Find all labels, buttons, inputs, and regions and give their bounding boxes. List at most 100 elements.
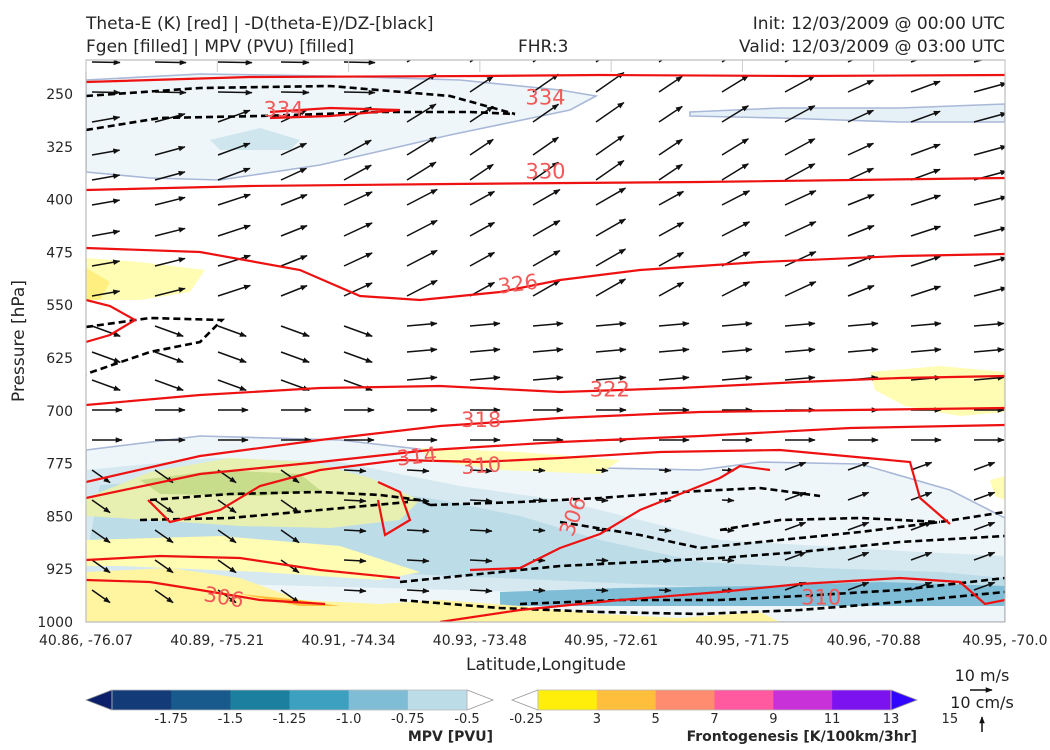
dthetae-contour-low-4 xyxy=(559,510,1005,550)
wind-vector xyxy=(721,163,749,181)
wind-vector xyxy=(343,164,372,181)
colorbar-segment xyxy=(230,690,290,710)
colorbar-extend-left xyxy=(84,689,113,711)
y-tick-label: 325 xyxy=(46,140,73,156)
wind-vector xyxy=(154,89,187,96)
colorbar-fgen-label: Frontogenesis [K/100km/3hr] xyxy=(687,729,917,745)
wind-vector xyxy=(91,148,121,156)
wind-vector xyxy=(217,193,251,206)
wind-vector xyxy=(847,142,875,156)
wind-vector xyxy=(721,497,735,504)
wind-vector xyxy=(280,469,300,484)
colorbar-frame xyxy=(111,689,468,711)
wind-vector xyxy=(595,278,627,297)
wind-vector xyxy=(595,467,609,474)
wind-vector xyxy=(532,279,561,297)
dthetae-contour-upper-1 xyxy=(86,84,516,116)
colorbar-mpv: -1.75 -1.5 -1.25 -1.0 -0.75 -0.5 -0.25 xyxy=(84,689,543,727)
wind-vector xyxy=(343,60,376,66)
wind-vector xyxy=(532,321,564,327)
wind-vector xyxy=(595,159,625,181)
wind-vector xyxy=(217,351,247,363)
wind-vector xyxy=(217,529,237,544)
colorbar-segment xyxy=(289,690,350,710)
colorbar-segment xyxy=(538,690,598,710)
wind-vector xyxy=(469,321,501,327)
wind-vector xyxy=(154,529,174,544)
wind-vector xyxy=(343,527,367,534)
wind-vector xyxy=(91,259,121,267)
colorbar-segment xyxy=(714,690,774,710)
x-axis-label: Latitude,Longitude xyxy=(466,655,626,675)
wind-vector xyxy=(343,497,367,504)
y-tick-label: 550 xyxy=(46,298,73,314)
wind-vector xyxy=(847,224,875,237)
wind-vector xyxy=(910,461,933,471)
wind-vector xyxy=(469,497,493,504)
wind-vector xyxy=(973,145,1005,156)
wind-vector xyxy=(658,467,672,474)
wind-vector xyxy=(343,191,373,206)
theta-e-318-line xyxy=(86,406,1005,484)
wind-vector xyxy=(91,229,121,237)
fgen-fill-surface xyxy=(86,568,780,622)
wind-vector xyxy=(91,529,111,544)
wind-vector xyxy=(217,325,247,337)
wind-vector xyxy=(154,589,174,604)
wind-vector xyxy=(910,143,941,156)
wind-vector xyxy=(532,73,560,93)
theta-e-contour-label: 326 xyxy=(496,269,539,298)
theta-e-306-line xyxy=(469,464,771,572)
theta-e-322-line xyxy=(86,374,1005,407)
wind-vector xyxy=(406,321,438,327)
wind-vector xyxy=(217,254,251,267)
wind-vector xyxy=(91,499,111,514)
wind-vector xyxy=(343,139,372,156)
wind-vector xyxy=(280,224,308,237)
wind-vector xyxy=(973,112,1005,123)
y-tick-label: 625 xyxy=(46,351,73,367)
wind-vector xyxy=(154,112,186,123)
theta-e-334-line xyxy=(86,73,1005,84)
init-time: Init: 12/03/2009 @ 00:00 UTC xyxy=(752,14,1005,34)
valid-time: Valid: 12/03/2009 @ 03:00 UTC xyxy=(739,37,1005,57)
wind-vector xyxy=(847,461,870,471)
wind-vector xyxy=(154,60,187,66)
wind-vector xyxy=(532,161,560,181)
wind-vector xyxy=(595,218,627,237)
wind-vector xyxy=(406,60,412,63)
dthetae-contour-low-5 xyxy=(399,534,1005,584)
wind-vector xyxy=(784,551,807,561)
wind-vector xyxy=(532,249,561,267)
wind-vector xyxy=(910,521,933,531)
colorbar-tick-label: -0.5 xyxy=(454,712,479,727)
theta-e-330-line xyxy=(86,176,1005,192)
wind-vector xyxy=(784,491,807,501)
wind-vector xyxy=(595,497,609,504)
wind-vector xyxy=(154,227,186,237)
wind-vector xyxy=(847,347,879,353)
wind-vector xyxy=(532,188,561,206)
y-axis-label: Pressure [hPa] xyxy=(9,280,29,402)
wind-vector xyxy=(973,581,996,591)
wind-vector xyxy=(973,226,1005,237)
wind-vector xyxy=(721,281,751,297)
wind-vector xyxy=(280,499,300,514)
theta-e-contours xyxy=(86,73,1005,622)
wind-vector xyxy=(406,347,438,353)
colorbar-segment xyxy=(112,690,172,710)
dthetae-contour-low-1 xyxy=(149,490,431,507)
wind-vector xyxy=(721,557,735,564)
wind-vector xyxy=(154,351,184,363)
wind-vector xyxy=(532,347,564,353)
wind-vector xyxy=(910,194,942,206)
wind-vector xyxy=(784,163,816,181)
wind-vector xyxy=(910,581,933,591)
wind-vector xyxy=(469,587,493,594)
x-tick-label: 40.95, -71.75 xyxy=(695,633,789,649)
x-tick-label: 40.93, -73.48 xyxy=(433,633,527,649)
wind-vector xyxy=(469,347,501,353)
wind-vector xyxy=(973,82,1005,93)
y-tick-label: 400 xyxy=(46,193,73,209)
